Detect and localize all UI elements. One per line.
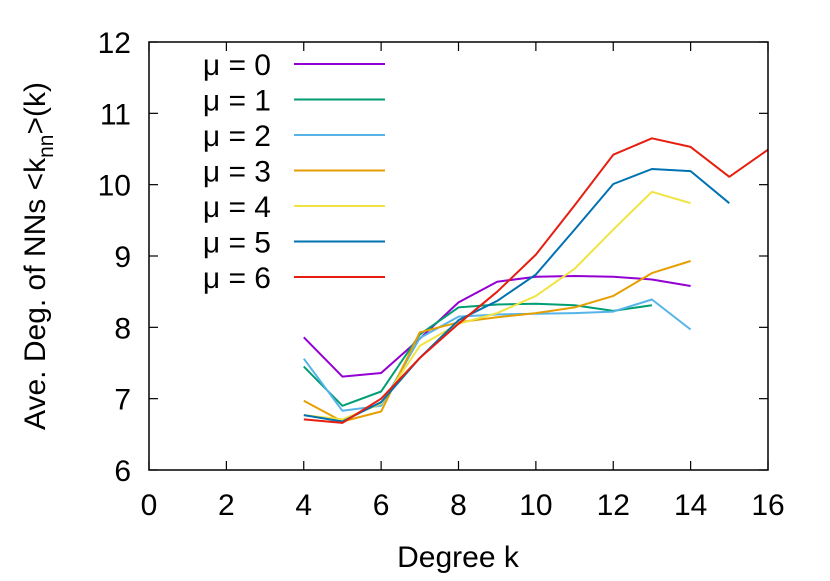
series-line-1 — [303, 302, 653, 407]
y-tick-label: 9 — [114, 241, 131, 274]
series-line-2 — [302, 298, 692, 412]
y-tick-label: 8 — [114, 312, 131, 345]
series-line-3 — [303, 260, 691, 423]
x-axis-title: Degree k — [397, 541, 520, 574]
x-tick-label: 0 — [141, 489, 158, 522]
legend-label-3: μ = 3 — [203, 156, 271, 189]
legend-label-5: μ = 5 — [203, 227, 271, 260]
y-axis-title: Ave. Deg. of NNs <knn>(k) — [19, 82, 58, 430]
series-lines — [302, 137, 769, 424]
x-tick-label: 16 — [751, 489, 784, 522]
series-line-6 — [303, 137, 769, 424]
legend-label-1: μ = 1 — [203, 85, 271, 118]
y-tick-label: 6 — [114, 455, 131, 488]
axis-ticks: 0 2 4 6 8 10 12 14 16 6 7 8 9 10 11 12 — [98, 27, 785, 522]
x-tick-label: 12 — [597, 489, 630, 522]
legend: μ = 0μ = 1μ = 2μ = 3μ = 4μ = 5μ = 6 — [203, 49, 385, 295]
y-tick-label: 10 — [98, 170, 131, 203]
x-tick-label: 6 — [373, 489, 390, 522]
series-line-5 — [303, 168, 730, 423]
x-tick-label: 4 — [295, 489, 312, 522]
series-line-0 — [303, 275, 691, 378]
plot-frame — [148, 41, 769, 471]
y-tick-label: 11 — [100, 98, 131, 131]
y-tick-label: 12 — [98, 27, 131, 60]
x-tick-label: 8 — [450, 489, 467, 522]
legend-label-6: μ = 6 — [203, 262, 271, 295]
legend-label-2: μ = 2 — [203, 120, 271, 153]
x-tick-label: 14 — [674, 489, 707, 522]
y-tick-label: 7 — [114, 384, 131, 417]
x-tick-label: 2 — [218, 489, 235, 522]
x-tick-label: 10 — [519, 489, 552, 522]
legend-label-4: μ = 4 — [203, 191, 271, 224]
legend-label-0: μ = 0 — [203, 49, 271, 82]
